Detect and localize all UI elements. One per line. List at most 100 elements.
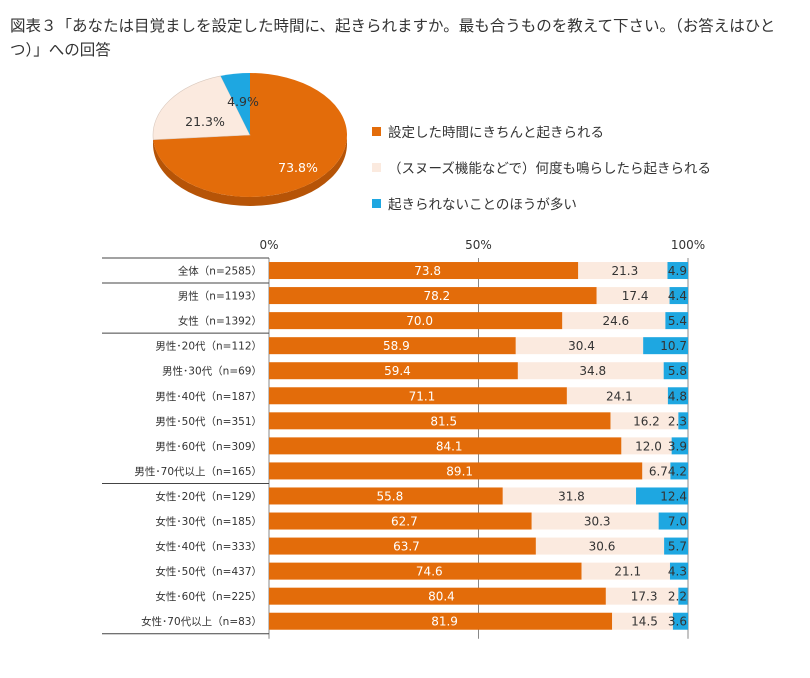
data-label-cannot-wake: 4.2 bbox=[668, 464, 687, 478]
bar-segment-snooze bbox=[515, 337, 644, 355]
bar-segment-on-time bbox=[269, 362, 518, 380]
data-label-on-time: 81.5 bbox=[430, 414, 457, 428]
bar-segment-cannot-wake bbox=[658, 512, 688, 530]
data-label-on-time: 81.9 bbox=[431, 615, 458, 629]
bar-segment-snooze bbox=[612, 612, 673, 630]
data-label-snooze: 6.7 bbox=[649, 464, 668, 478]
data-label-on-time: 58.9 bbox=[383, 339, 410, 353]
category-label: 女性･60代（n=225） bbox=[155, 590, 262, 603]
bar-segment-cannot-wake bbox=[671, 437, 688, 455]
bar-segment-on-time bbox=[269, 312, 563, 330]
category-label: 男性･60代（n=309） bbox=[155, 440, 262, 453]
data-label-cannot-wake: 12.4 bbox=[660, 489, 687, 503]
category-label: 男性･30代（n=69） bbox=[162, 365, 262, 378]
bar-segment-on-time bbox=[269, 537, 536, 555]
bar-segment-cannot-wake bbox=[669, 562, 688, 580]
data-label-on-time: 73.8 bbox=[414, 264, 441, 278]
legend-swatch-orange bbox=[372, 126, 381, 136]
bar-segment-on-time bbox=[269, 387, 567, 405]
x-tick-label: 0% bbox=[259, 238, 278, 252]
bar-segment-cannot-wake bbox=[665, 312, 688, 330]
legend-item-snooze: （スヌーズ機能などで）何度も鳴らしたら起きられる bbox=[372, 149, 711, 185]
data-label-on-time: 55.8 bbox=[377, 489, 404, 503]
category-label: 男性･70代以上（n=165） bbox=[134, 465, 262, 478]
bar-segment-cannot-wake bbox=[678, 412, 688, 430]
category-label: 女性（n=1392） bbox=[178, 315, 262, 328]
data-label-cannot-wake: 4.4 bbox=[668, 289, 687, 303]
data-label-on-time: 74.6 bbox=[416, 565, 443, 579]
bar-segment-snooze bbox=[581, 562, 670, 580]
data-label-snooze: 17.4 bbox=[622, 289, 649, 303]
legend-label: 起きられないことのほうが多い bbox=[388, 197, 577, 213]
bar-segment-snooze bbox=[642, 462, 671, 480]
legend-item-cannot-wake: 起きられないことのほうが多い bbox=[372, 185, 711, 221]
bar-segment-on-time bbox=[269, 487, 503, 505]
category-label: 女性･40代（n=333） bbox=[155, 540, 262, 553]
data-label-on-time: 89.1 bbox=[446, 464, 473, 478]
category-label: 男性･20代（n=112） bbox=[155, 340, 262, 353]
x-tick-label: 50% bbox=[465, 238, 492, 252]
bar-segment-snooze bbox=[566, 387, 668, 405]
bar-segment-cannot-wake bbox=[672, 612, 688, 630]
data-label-cannot-wake: 5.4 bbox=[668, 314, 687, 328]
data-label-snooze: 31.8 bbox=[558, 489, 585, 503]
x-tick-label: 100% bbox=[671, 238, 705, 252]
category-label: 女性･30代（n=185） bbox=[155, 515, 262, 528]
chart-title: 図表３「あなたは目覚ましを設定した時間に、起きられますか。最も合うものを教えて下… bbox=[10, 17, 776, 59]
data-label-on-time: 78.2 bbox=[423, 289, 450, 303]
data-label-cannot-wake: 3.9 bbox=[668, 439, 687, 453]
category-label: 男性･40代（n=187） bbox=[155, 390, 262, 403]
bar-segment-cannot-wake bbox=[663, 362, 688, 380]
legend-swatch-blue bbox=[372, 198, 381, 208]
bar-segment-on-time bbox=[269, 287, 597, 305]
legend: 設定した時間にきちんと起きられる （スヌーズ機能などで）何度も鳴らしたら起きられ… bbox=[372, 113, 711, 221]
bar-segment-snooze bbox=[578, 262, 668, 280]
data-label-cannot-wake: 4.9 bbox=[668, 264, 687, 278]
category-label: 男性（n=1193） bbox=[178, 290, 262, 303]
legend-item-on-time: 設定した時間にきちんと起きられる bbox=[372, 113, 711, 149]
data-label-cannot-wake: 3.6 bbox=[668, 615, 687, 629]
data-label-snooze: 30.3 bbox=[584, 515, 611, 529]
data-label-on-time: 70.0 bbox=[406, 314, 433, 328]
bar-segment-cannot-wake bbox=[667, 262, 688, 280]
data-label-on-time: 84.1 bbox=[436, 439, 463, 453]
data-label-cannot-wake: 7.0 bbox=[668, 515, 687, 529]
legend-label: 設定した時間にきちんと起きられる bbox=[388, 125, 604, 141]
legend-label: （スヌーズ機能などで）何度も鳴らしたら起きられる bbox=[388, 161, 712, 177]
bar-segment-cannot-wake bbox=[636, 487, 688, 505]
bar-segment-snooze bbox=[531, 512, 659, 530]
bar-segment-snooze bbox=[596, 287, 670, 305]
data-label-cannot-wake: 10.7 bbox=[660, 339, 687, 353]
data-label-cannot-wake: 2.3 bbox=[668, 414, 687, 428]
bar-segment-on-time bbox=[269, 612, 613, 630]
bar-segment-cannot-wake bbox=[669, 287, 688, 305]
bar-segment-on-time bbox=[269, 587, 606, 605]
data-label-snooze: 24.1 bbox=[606, 389, 633, 403]
bar-segment-snooze bbox=[621, 437, 672, 455]
bar-segment-cannot-wake bbox=[664, 537, 688, 555]
bar-segment-snooze bbox=[535, 537, 665, 555]
data-label-on-time: 63.7 bbox=[393, 540, 420, 554]
bar-segment-cannot-wake bbox=[667, 387, 688, 405]
data-label-snooze: 21.3 bbox=[611, 264, 638, 278]
bar-segment-snooze bbox=[517, 362, 664, 380]
data-label-snooze: 16.2 bbox=[633, 414, 660, 428]
bar-segment-cannot-wake bbox=[678, 587, 688, 605]
bar-segment-on-time bbox=[269, 462, 643, 480]
bar-segment-on-time bbox=[269, 562, 582, 580]
bar-segment-on-time bbox=[269, 337, 516, 355]
bar-segment-snooze bbox=[605, 587, 679, 605]
bar-segment-on-time bbox=[269, 437, 622, 455]
data-label-cannot-wake: 4.3 bbox=[668, 565, 687, 579]
category-label: 女性･20代（n=129） bbox=[155, 490, 262, 503]
bar-segment-on-time bbox=[269, 262, 579, 280]
category-label: 女性･50代（n=437） bbox=[155, 565, 262, 578]
data-label-snooze: 34.8 bbox=[579, 364, 606, 378]
data-label-snooze: 30.6 bbox=[589, 540, 616, 554]
bar-segment-snooze bbox=[610, 412, 679, 430]
legend-swatch-beige bbox=[372, 162, 381, 172]
data-label-snooze: 17.3 bbox=[631, 590, 658, 604]
data-label-snooze: 21.1 bbox=[614, 565, 641, 579]
bar-segment-snooze bbox=[562, 312, 666, 330]
